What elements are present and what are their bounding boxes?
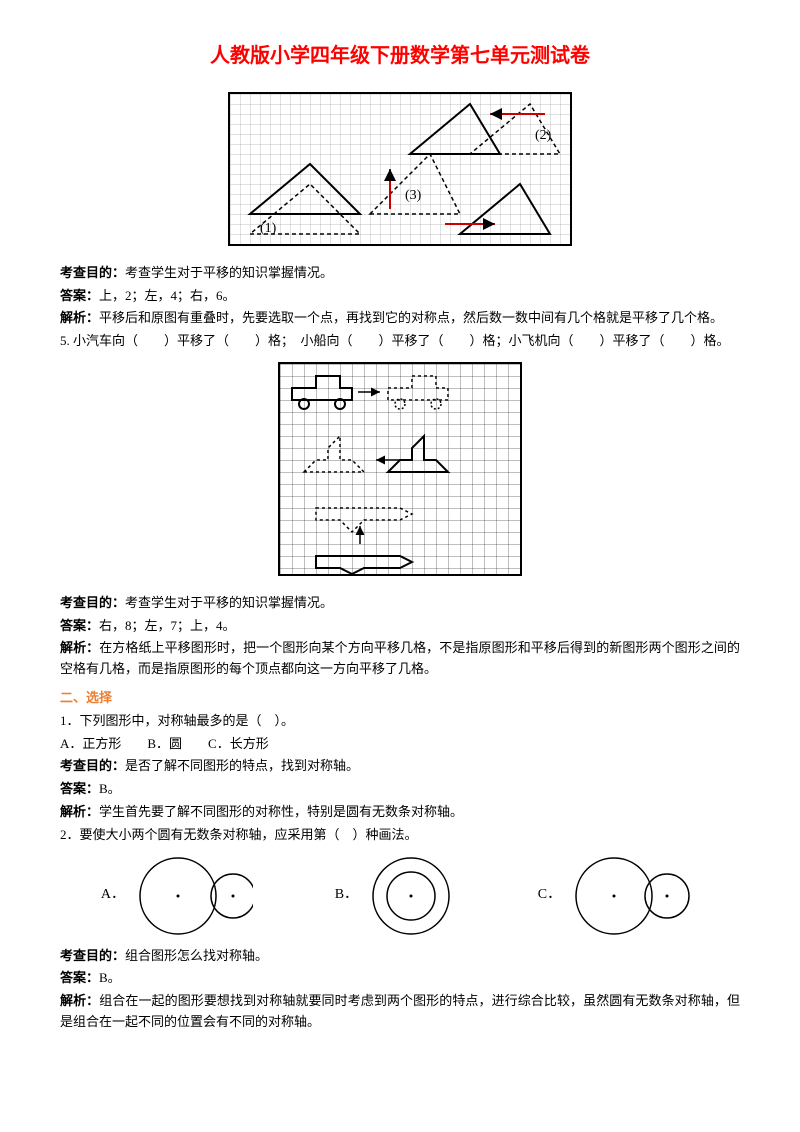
option-a-label: A． [101,884,125,906]
option-a: A． [101,856,253,936]
figure-1-label-1: (1) [260,221,277,236]
block2-purpose: 考查目的：考查学生对于平移的知识掌握情况。 [60,593,740,614]
block1-analysis: 解析：平移后和原图有重叠时，先要选取一个点，再找到它的对称点，然后数一数中间有几… [60,308,740,329]
q2-1-purpose: 考查目的：是否了解不同图形的特点，找到对称轴。 [60,756,740,777]
page-title: 人教版小学四年级下册数学第七单元测试卷 [60,40,740,72]
option-b-label: B． [335,884,358,906]
block1-answer: 答案：上，2；左，4；右，6。 [60,286,740,307]
q2-1-answer: 答案：B。 [60,779,740,800]
question-5: 5. 小汽车向（ ）平移了（ ）格； 小船向（ ）平移了（ ）格；小飞机向（ ）… [60,331,740,352]
block1-purpose: 考查目的：考查学生对于平移的知识掌握情况。 [60,263,740,284]
option-c: C． [538,856,699,936]
figure-2-svg [280,364,520,574]
figure-1-label-3: (3) [405,188,422,203]
block2-analysis: 解析：在方格纸上平移图形时，把一个图形向某个方向平移几格，不是指原图形和平移后得… [60,638,740,680]
option-a-svg [133,856,253,936]
figure-1-border: (1) (3) (2) [228,92,572,246]
q2-1-analysis: 解析：学生首先要了解不同图形的对称性，特别是圆有无数条对称轴。 [60,802,740,823]
q2-1-question: 1．下列图形中，对称轴最多的是（ ）。 [60,711,740,732]
figure-1-svg: (1) (3) (2) [230,94,570,244]
figure-1-container: (1) (3) (2) [60,92,740,253]
q2-2-analysis: 解析：组合在一起的图形要想找到对称轴就要同时考虑到两个图形的特点，进行综合比较，… [60,991,740,1033]
q2-1-options: A．正方形 B．圆 C．长方形 [60,734,740,755]
q2-2-question: 2．要使大小两个圆有无数条对称轴，应采用第（ ）种画法。 [60,825,740,846]
q2-2-figures: A． B． C． [60,856,740,936]
q2-2-purpose: 考查目的：组合图形怎么找对称轴。 [60,946,740,967]
option-b: B． [335,856,456,936]
option-c-label: C． [538,884,561,906]
q2-2-answer: 答案：B。 [60,968,740,989]
figure-2-border [278,362,522,576]
block2-answer: 答案：右，8；左，7；上，4。 [60,616,740,637]
figure-2-container [60,362,740,583]
figure-1-label-2: (2) [535,128,552,143]
option-c-svg [569,856,699,936]
section-2-title: 二、选择 [60,688,740,709]
option-b-svg [366,856,456,936]
